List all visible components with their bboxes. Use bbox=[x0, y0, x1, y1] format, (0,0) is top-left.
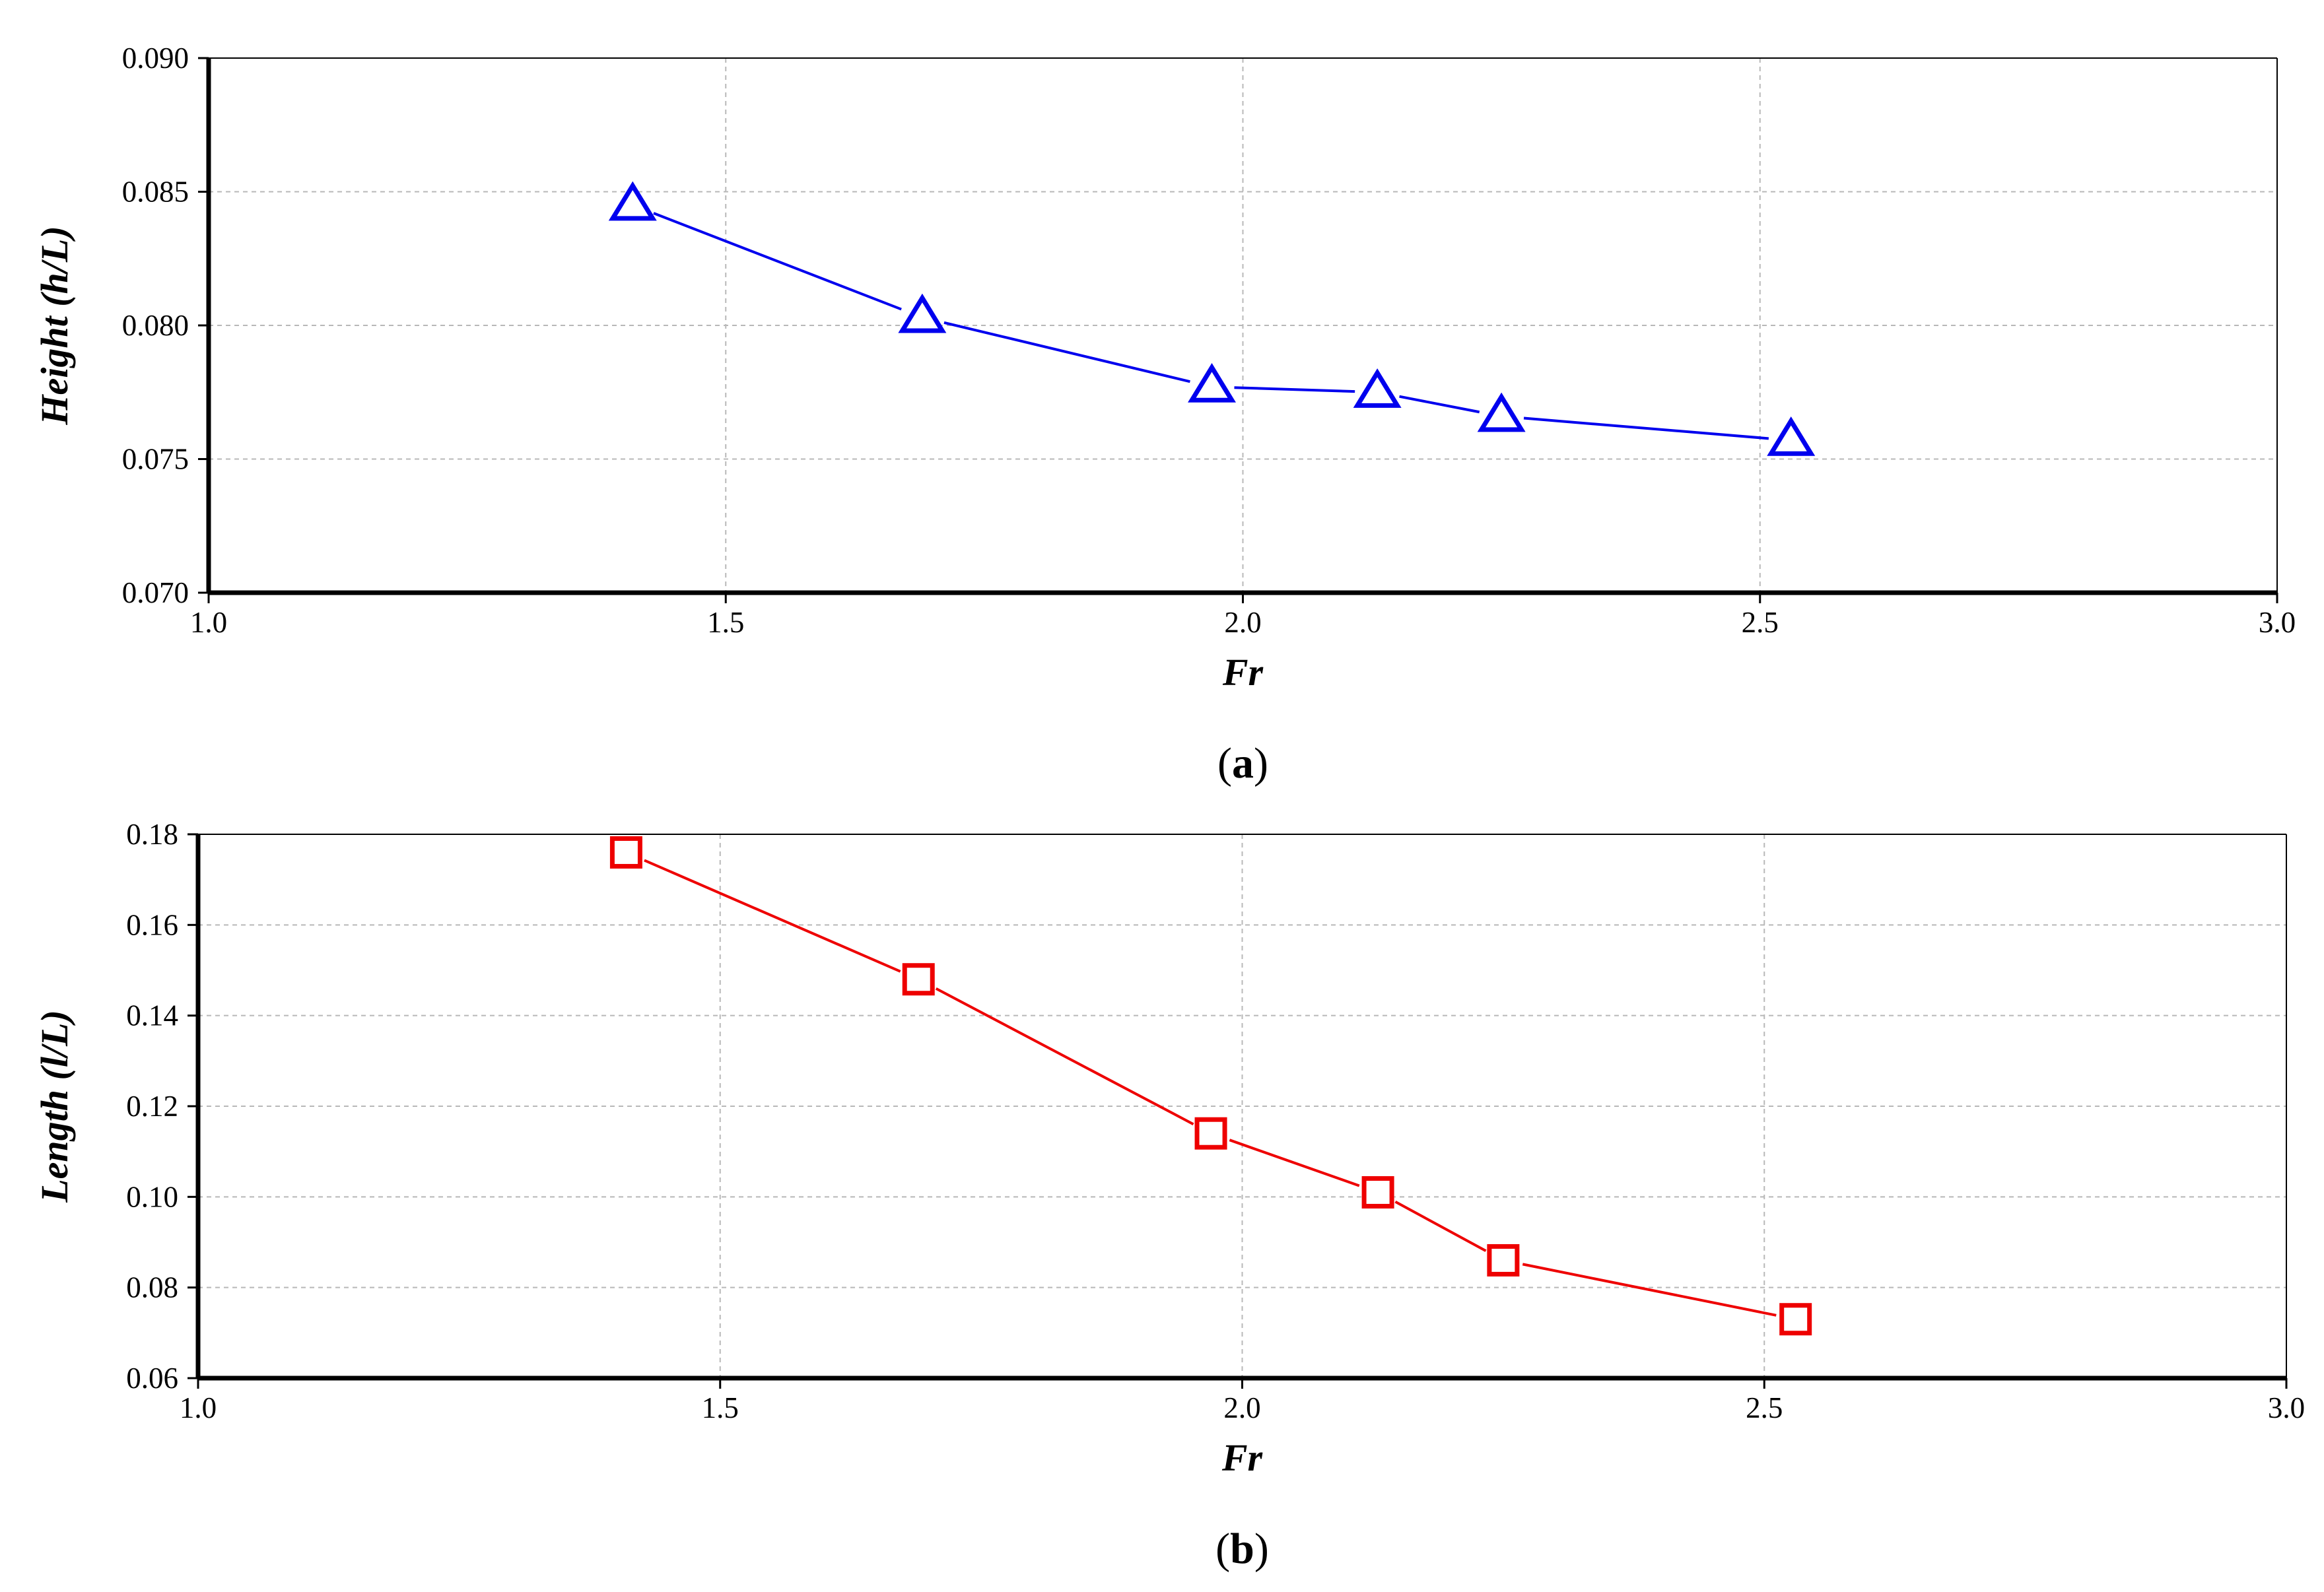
panel-b-x-tick-label: 2.0 bbox=[1223, 1391, 1260, 1424]
panel-a-x-axis-title: Fr bbox=[1222, 651, 1264, 694]
panel-a-height-chart: 1.0 1.5 2.0 2.5 3.0 0.070 0.075 0.080 0.085 0.090… bbox=[33, 42, 2296, 787]
panel-a-data-point-triangle bbox=[1767, 416, 1816, 456]
panel-b-x-tick-label: 3.0 bbox=[2268, 1391, 2305, 1424]
panel-b-data-point-square bbox=[1194, 1117, 1227, 1150]
panel-b-data-point-square bbox=[1779, 1303, 1812, 1336]
panel-a-label: (a) bbox=[1217, 739, 1268, 787]
panel-b-x-tick-label: 1.0 bbox=[180, 1391, 217, 1424]
panel-b-y-tick-label: 0.16 bbox=[126, 908, 178, 941]
panel-a-label-letter: a bbox=[1232, 739, 1254, 787]
panel-a-data-point-triangle bbox=[1188, 363, 1236, 403]
panel-b-series-line-segment bbox=[1229, 1139, 1360, 1187]
panel-a-y-tick-label: 0.075 bbox=[122, 443, 189, 476]
panel-b-y-axis-title: Length (l/L) bbox=[33, 1010, 76, 1203]
panel-a-x-tick-label: 1.0 bbox=[190, 606, 227, 639]
panel-a-y-tick-label: 0.085 bbox=[122, 176, 189, 209]
panel-b-length-chart: 1.0 1.5 2.0 2.5 3.0 0.06 0.08 0.10 0.12 0.14 0.16 0… bbox=[33, 818, 2305, 1573]
panel-a-series-line-segment bbox=[1234, 386, 1355, 393]
panel-b-x-tick-label: 1.5 bbox=[702, 1391, 739, 1424]
panel-a-x-tick-label: 2.0 bbox=[1224, 606, 1261, 639]
panel-a-x-tick-label: 2.5 bbox=[1742, 606, 1779, 639]
panel-b-y-tick-label: 0.14 bbox=[126, 999, 178, 1032]
panel-b-series-line-segment bbox=[935, 987, 1194, 1125]
panel-a-data-point-triangle bbox=[898, 293, 947, 333]
panel-a-y-tick-label: 0.090 bbox=[122, 42, 189, 75]
panel-b-data-point-square bbox=[1487, 1244, 1520, 1277]
panel-b-data-point-square bbox=[1361, 1176, 1394, 1209]
panel-b-y-tick-label: 0.08 bbox=[126, 1271, 178, 1304]
panel-b-data-point-square bbox=[609, 836, 642, 869]
panel-a-y-axis-title: Height (h/L) bbox=[33, 226, 76, 425]
panel-b-x-tick-label: 2.5 bbox=[1746, 1391, 1783, 1424]
panel-a-y-tick-label: 0.070 bbox=[122, 576, 189, 609]
panel-a-data-point-triangle bbox=[1477, 392, 1526, 432]
panel-a-x-tick-label: 3.0 bbox=[2259, 606, 2296, 639]
panel-b-data-point-square bbox=[902, 963, 935, 996]
panel-b-series-line-segment bbox=[1522, 1263, 1777, 1317]
panel-b-y-tick-label: 0.10 bbox=[126, 1180, 178, 1213]
panel-b-series-line-segment bbox=[1394, 1201, 1487, 1252]
panel-a-series-line-segment bbox=[943, 321, 1190, 383]
panel-b-y-tick-label: 0.06 bbox=[126, 1362, 178, 1395]
panel-a-data-point-triangle bbox=[608, 181, 657, 221]
panel-a-x-tick-label: 1.5 bbox=[707, 606, 744, 639]
panel-b-series-line-segment bbox=[644, 859, 901, 973]
panel-a-data-point-triangle bbox=[1353, 368, 1402, 408]
panel-b-grid bbox=[198, 834, 2286, 1378]
panel-b-y-tick-label: 0.12 bbox=[126, 1090, 178, 1123]
panel-a-series-line-segment bbox=[1399, 395, 1480, 414]
panel-a-y-tick-label: 0.080 bbox=[122, 309, 189, 342]
panel-b-y-tick-label: 0.18 bbox=[126, 818, 178, 851]
panel-a-series-line-segment bbox=[653, 212, 902, 311]
panel-b-label-letter: b bbox=[1230, 1525, 1254, 1573]
panel-b-x-axis-title: Fr bbox=[1221, 1436, 1263, 1479]
panel-a-series-line-segment bbox=[1523, 416, 1769, 440]
panel-a-grid bbox=[209, 58, 2277, 593]
panel-b-label: (b) bbox=[1215, 1525, 1269, 1573]
